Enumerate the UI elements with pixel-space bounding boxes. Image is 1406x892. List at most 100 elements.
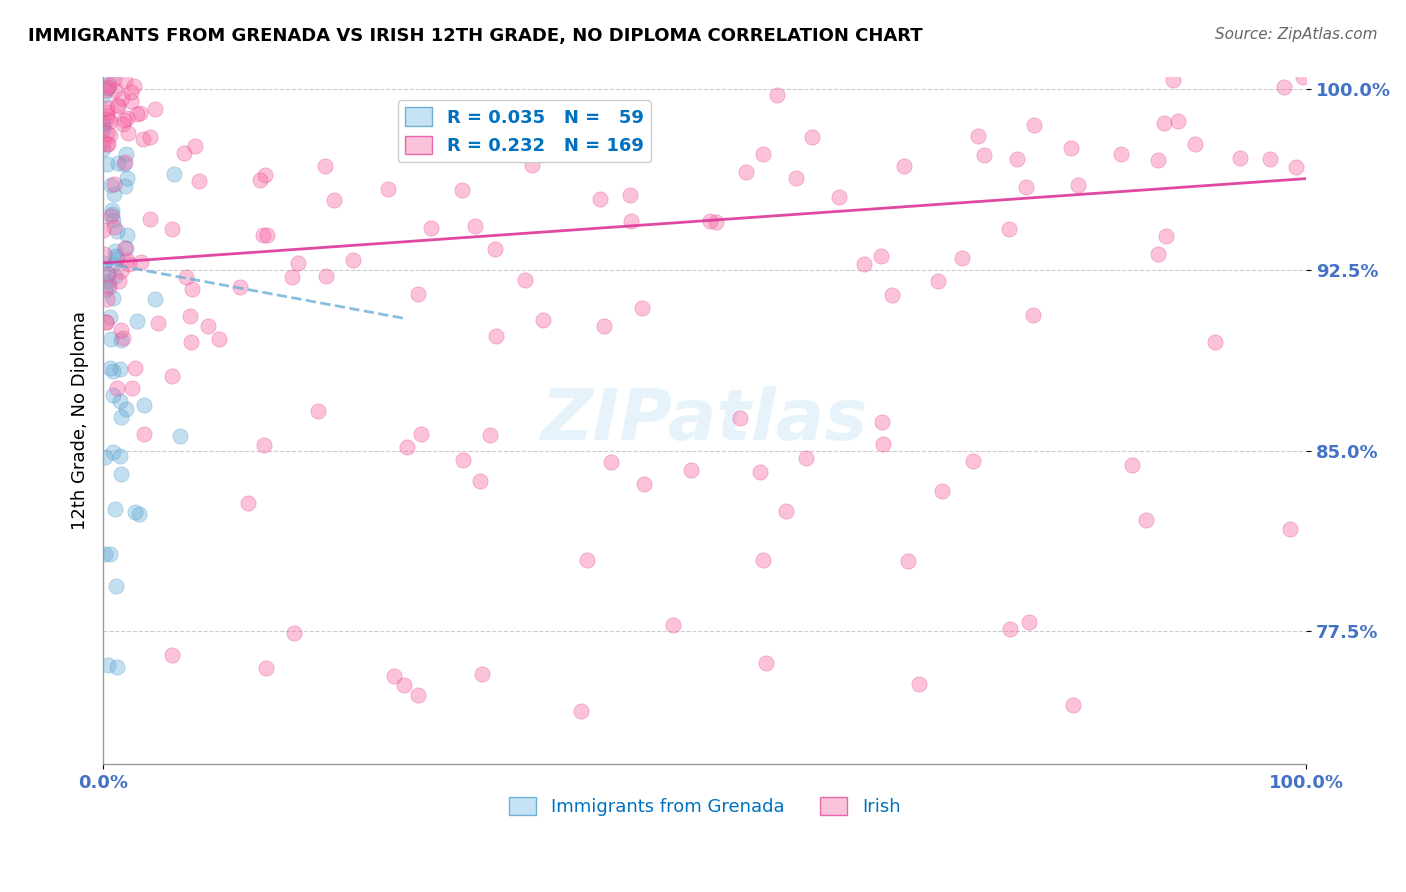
Point	[314, 159, 336, 173]
Point	[143, 102, 166, 116]
Point	[173, 146, 195, 161]
Point	[117, 126, 139, 140]
Point	[620, 214, 643, 228]
Point	[931, 483, 953, 498]
Point	[96, 315, 118, 329]
Point	[93, 246, 115, 260]
Point	[94, 315, 117, 329]
Point	[1062, 698, 1084, 712]
Point	[98, 128, 121, 143]
Point	[94, 283, 117, 297]
Point	[134, 426, 156, 441]
Point	[91, 135, 114, 149]
Point	[96, 157, 118, 171]
Point	[97, 80, 120, 95]
Point	[1109, 147, 1132, 161]
Point	[950, 251, 973, 265]
Point	[897, 554, 920, 568]
Point	[392, 678, 415, 692]
Point	[752, 553, 775, 567]
Point	[1153, 116, 1175, 130]
Point	[110, 394, 132, 409]
Point	[114, 74, 136, 88]
Point	[451, 453, 474, 467]
Legend: Immigrants from Grenada, Irish: Immigrants from Grenada, Irish	[502, 789, 908, 823]
Point	[464, 219, 486, 233]
Point	[160, 368, 183, 383]
Point	[735, 165, 758, 179]
Point	[91, 119, 114, 133]
Point	[124, 505, 146, 519]
Point	[110, 333, 132, 347]
Point	[110, 323, 132, 337]
Point	[115, 401, 138, 416]
Point	[1146, 153, 1168, 168]
Point	[139, 211, 162, 226]
Point	[103, 177, 125, 191]
Point	[97, 136, 120, 151]
Point	[121, 381, 143, 395]
Point	[1059, 141, 1081, 155]
Point	[98, 547, 121, 561]
Point	[893, 159, 915, 173]
Point	[1167, 114, 1189, 128]
Point	[163, 167, 186, 181]
Point	[998, 222, 1021, 236]
Point	[127, 107, 149, 121]
Point	[342, 253, 364, 268]
Point	[1184, 137, 1206, 152]
Point	[127, 314, 149, 328]
Text: ZIPatlas: ZIPatlas	[541, 386, 869, 455]
Point	[1022, 308, 1045, 322]
Point	[238, 495, 260, 509]
Point	[101, 364, 124, 378]
Point	[96, 101, 118, 115]
Point	[110, 467, 132, 481]
Point	[94, 450, 117, 464]
Point	[96, 126, 118, 140]
Point	[97, 275, 120, 289]
Point	[592, 319, 614, 334]
Point	[1018, 615, 1040, 630]
Point	[880, 287, 903, 301]
Point	[98, 360, 121, 375]
Point	[108, 362, 131, 376]
Point	[115, 227, 138, 242]
Point	[97, 658, 120, 673]
Point	[252, 227, 274, 242]
Text: IMMIGRANTS FROM GRENADA VS IRISH 12TH GRADE, NO DIPLOMA CORRELATION CHART: IMMIGRANTS FROM GRENADA VS IRISH 12TH GR…	[28, 27, 922, 45]
Point	[117, 170, 139, 185]
Point	[105, 579, 128, 593]
Point	[589, 193, 612, 207]
Point	[1024, 118, 1046, 132]
Point	[254, 661, 277, 675]
Point	[1229, 151, 1251, 165]
Point	[96, 137, 118, 152]
Point	[973, 148, 995, 162]
Point	[966, 129, 988, 144]
Point	[169, 429, 191, 443]
Point	[115, 147, 138, 161]
Point	[998, 622, 1021, 636]
Point	[100, 332, 122, 346]
Point	[307, 404, 329, 418]
Point	[1292, 70, 1315, 85]
Point	[98, 310, 121, 324]
Point	[322, 193, 344, 207]
Point	[91, 116, 114, 130]
Point	[112, 157, 135, 171]
Point	[181, 282, 204, 296]
Point	[484, 242, 506, 256]
Point	[139, 129, 162, 144]
Point	[188, 174, 211, 188]
Point	[749, 465, 772, 479]
Point	[96, 108, 118, 122]
Point	[704, 215, 727, 229]
Point	[100, 178, 122, 192]
Point	[409, 427, 432, 442]
Point	[96, 292, 118, 306]
Point	[766, 87, 789, 102]
Point	[179, 309, 201, 323]
Point	[97, 80, 120, 95]
Point	[120, 94, 142, 108]
